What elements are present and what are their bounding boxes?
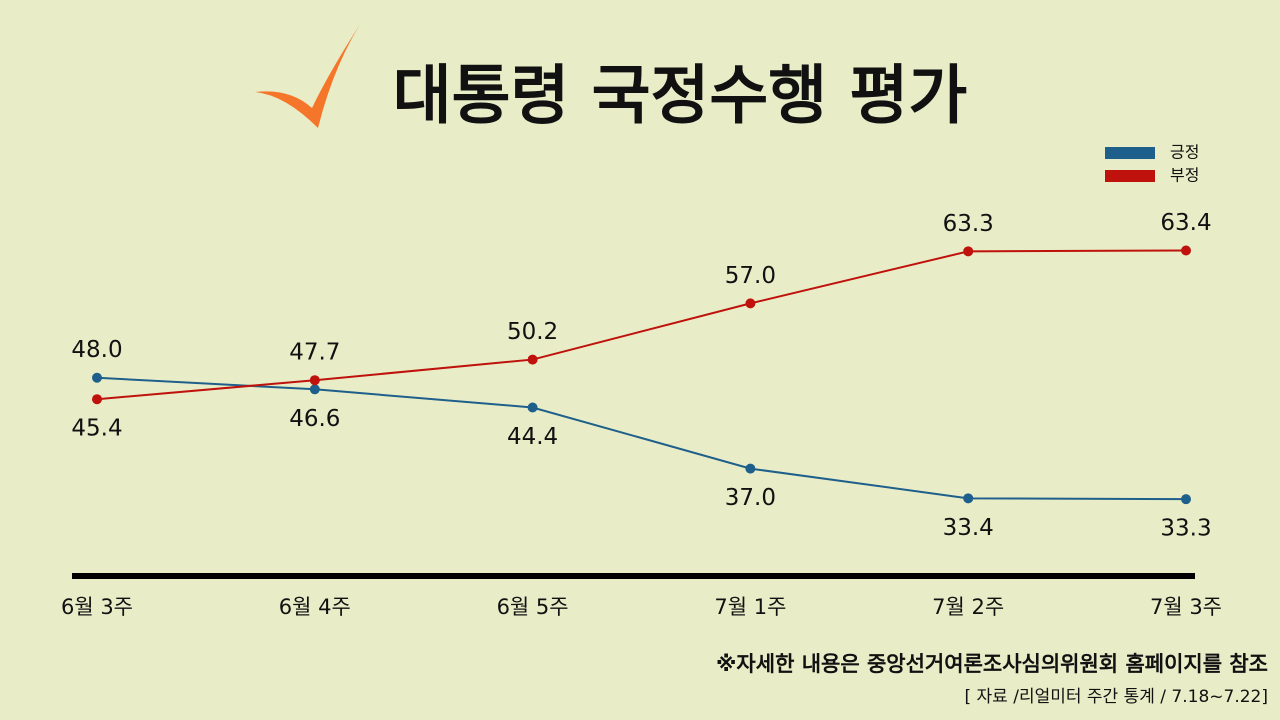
note: ※자세한 내용은 중앙선거여론조사심의위원회 홈페이지를 참조 [716,652,1268,676]
check-mark [255,12,368,128]
line [96,249,1187,401]
point [527,354,538,365]
point [1181,245,1191,256]
value-label: 47.7 [289,340,340,366]
x-tick-label: 6월 5주 [497,595,569,619]
point [745,298,756,309]
source: [ 자료 /리얼미터 주간 통계 / 7.18~7.22] [965,687,1269,707]
point [745,463,756,474]
x-tick-label: 7월 1주 [714,595,786,619]
x-tick-label: 7월 2주 [932,595,1004,619]
value-label: 57.0 [725,263,776,289]
x-tick-label: 6월 4주 [279,595,351,619]
legend-swatch [1105,147,1155,159]
value-label: 33.3 [1160,516,1211,542]
line [96,376,1187,501]
legend-label: 긍정 [1170,143,1199,162]
x-tick-label: 6월 3주 [61,595,133,619]
value-label: 50.2 [507,319,558,345]
point [963,493,974,504]
point [309,384,320,395]
value-label: 63.4 [1160,210,1211,236]
value-label: 48.0 [71,337,122,363]
value-label: 37.0 [725,485,776,511]
point [92,394,102,405]
point [1181,494,1191,505]
value-label: 45.4 [71,416,122,442]
value-label: 33.4 [943,515,994,541]
x-tick-label: 7월 3주 [1150,595,1222,619]
legend-label: 부정 [1170,166,1199,185]
value-label: 46.6 [289,406,340,432]
legend-swatch [1105,170,1155,182]
point [963,246,974,257]
chart-title: 대통령 국정수행 평가 [393,60,967,134]
value-label: 63.3 [943,211,994,237]
point [92,372,102,383]
value-label: 44.4 [507,424,558,450]
point [309,375,320,386]
point [527,402,538,413]
